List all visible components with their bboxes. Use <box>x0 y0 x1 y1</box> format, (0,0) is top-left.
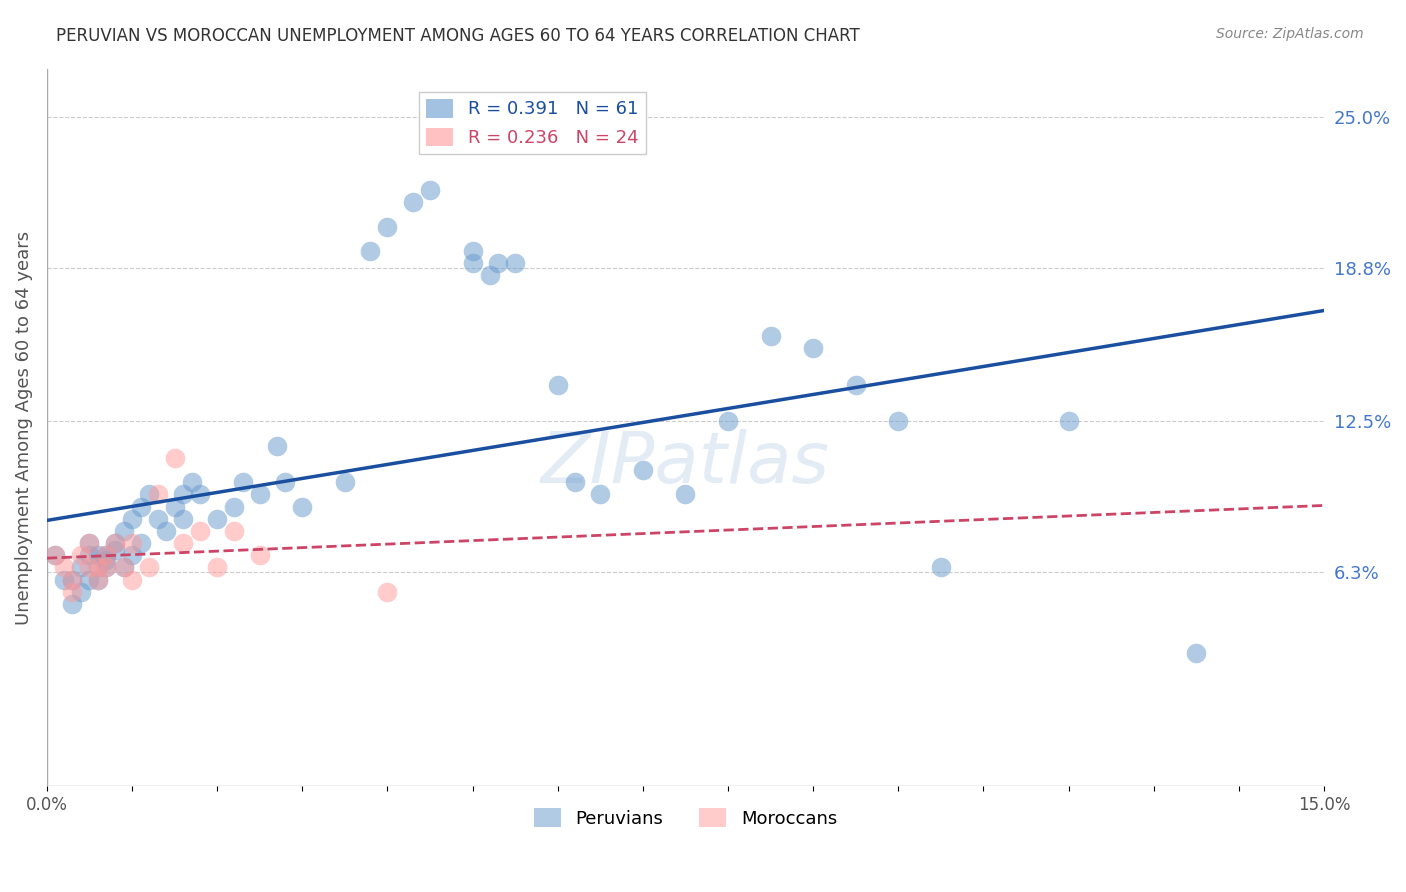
Point <box>96 549 118 563</box>
Point <box>1185 646 1208 660</box>
Point <box>96 549 118 563</box>
Point <box>104 543 127 558</box>
Point <box>121 573 143 587</box>
Point <box>96 560 118 574</box>
Point <box>87 573 110 587</box>
Point <box>478 268 501 283</box>
Point <box>224 500 246 514</box>
Point <box>675 487 697 501</box>
Point <box>79 549 101 563</box>
Point <box>62 584 84 599</box>
Point <box>377 219 399 234</box>
Point <box>503 256 526 270</box>
Point <box>121 512 143 526</box>
Point <box>172 536 194 550</box>
Point <box>79 573 101 587</box>
Point <box>87 573 110 587</box>
Point <box>205 560 228 574</box>
Point <box>104 536 127 550</box>
Point <box>121 536 143 550</box>
Point <box>104 536 127 550</box>
Point <box>547 378 569 392</box>
Point <box>70 584 93 599</box>
Point <box>759 329 782 343</box>
Y-axis label: Unemployment Among Ages 60 to 64 years: Unemployment Among Ages 60 to 64 years <box>15 230 32 624</box>
Point <box>172 487 194 501</box>
Point <box>52 560 75 574</box>
Point <box>224 524 246 538</box>
Text: Source: ZipAtlas.com: Source: ZipAtlas.com <box>1216 27 1364 41</box>
Point <box>129 536 152 550</box>
Point <box>96 560 118 574</box>
Point <box>172 512 194 526</box>
Point <box>564 475 586 490</box>
Point <box>419 183 441 197</box>
Text: PERUVIAN VS MOROCCAN UNEMPLOYMENT AMONG AGES 60 TO 64 YEARS CORRELATION CHART: PERUVIAN VS MOROCCAN UNEMPLOYMENT AMONG … <box>56 27 860 45</box>
Point <box>266 439 288 453</box>
Point <box>146 487 169 501</box>
Point <box>188 487 211 501</box>
Point <box>112 524 135 538</box>
Point <box>138 560 160 574</box>
Point <box>112 560 135 574</box>
Point <box>146 512 169 526</box>
Point <box>155 524 177 538</box>
Point <box>70 549 93 563</box>
Point <box>138 487 160 501</box>
Point <box>188 524 211 538</box>
Point <box>96 553 118 567</box>
Point <box>163 450 186 465</box>
Point <box>631 463 654 477</box>
Point <box>79 536 101 550</box>
Point <box>402 195 425 210</box>
Point <box>486 256 509 270</box>
Point <box>62 573 84 587</box>
Point <box>589 487 612 501</box>
Point <box>79 560 101 574</box>
Point <box>121 549 143 563</box>
Point <box>232 475 254 490</box>
Point <box>887 414 910 428</box>
Point <box>62 597 84 611</box>
Text: ZIPatlas: ZIPatlas <box>541 429 830 498</box>
Point <box>87 560 110 574</box>
Point <box>205 512 228 526</box>
Point <box>62 573 84 587</box>
Point <box>333 475 356 490</box>
Point <box>845 378 868 392</box>
Point <box>79 536 101 550</box>
Point <box>52 573 75 587</box>
Point <box>87 560 110 574</box>
Point <box>70 560 93 574</box>
Point <box>461 256 484 270</box>
Point <box>249 549 271 563</box>
Point <box>274 475 297 490</box>
Point <box>929 560 952 574</box>
Point <box>129 500 152 514</box>
Point <box>461 244 484 258</box>
Point <box>359 244 381 258</box>
Legend: Peruvians, Moroccans: Peruvians, Moroccans <box>527 801 845 835</box>
Point <box>112 560 135 574</box>
Point <box>44 549 66 563</box>
Point <box>163 500 186 514</box>
Point <box>801 342 824 356</box>
Point <box>87 549 110 563</box>
Point <box>180 475 202 490</box>
Point <box>1057 414 1080 428</box>
Point <box>717 414 740 428</box>
Point <box>291 500 314 514</box>
Point <box>44 549 66 563</box>
Point <box>377 584 399 599</box>
Point <box>249 487 271 501</box>
